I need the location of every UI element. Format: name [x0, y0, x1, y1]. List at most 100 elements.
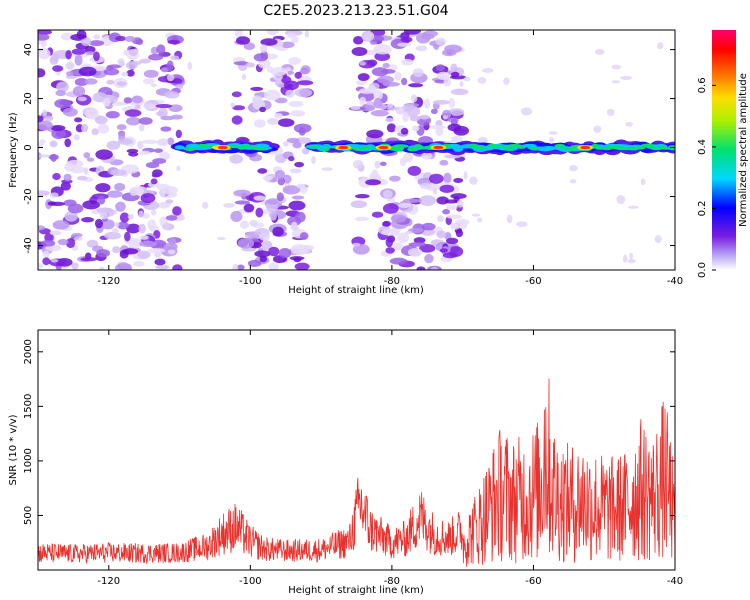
noise-blob: [416, 266, 426, 270]
snr-panel: -120 -100 -80 -60 -40 500 1000 1500 2000 Height …: [8, 329, 683, 596]
noise-blob: [177, 214, 185, 221]
signal-blob: [255, 148, 269, 151]
noise-blob: [359, 61, 367, 66]
noise-blob: [139, 58, 152, 64]
noise-blob: [444, 154, 462, 159]
noise-blob: [257, 168, 268, 174]
colorbar-gradient: [712, 30, 736, 270]
noise-blob: [448, 97, 456, 109]
noise-blob: [48, 258, 67, 267]
noise-blob: [150, 46, 159, 55]
noise-blob: [64, 62, 75, 70]
noise-blob: [371, 211, 384, 218]
noise-blob: [290, 244, 309, 255]
noise-blob: [126, 69, 135, 77]
x-tick-label: -40: [667, 576, 683, 587]
noise-blob: [292, 141, 302, 149]
noise-blob: [159, 151, 171, 161]
noise-blob: [112, 227, 119, 234]
noise-blob: [390, 214, 407, 223]
noise-blob: [76, 175, 88, 181]
noise-blob: [100, 219, 115, 230]
spectrogram-image: [38, 30, 675, 270]
noise-blob: [155, 264, 170, 270]
noise-blob: [444, 199, 458, 204]
noise-blob: [127, 213, 134, 220]
noise-blob: [57, 238, 69, 246]
noise-blob: [377, 75, 394, 84]
noise-blob: [154, 258, 166, 266]
noise-blob: [268, 246, 280, 257]
noise-blob: [99, 266, 105, 270]
noise-blob: [95, 182, 111, 193]
noise-blob: [156, 44, 166, 55]
noise-blob: [469, 176, 478, 185]
noise-blob: [263, 89, 281, 101]
noise-blob: [399, 157, 407, 167]
noise-blob: [392, 242, 404, 251]
noise-blob: [286, 137, 300, 144]
noise-blob: [152, 158, 167, 164]
noise-blob: [294, 161, 305, 168]
noise-blob: [447, 123, 462, 132]
noise-blob: [151, 173, 160, 178]
noise-blob: [150, 83, 157, 87]
noise-blob: [298, 127, 306, 136]
noise-blob: [424, 254, 434, 264]
noise-blob: [124, 35, 136, 43]
y-tick-label: 40: [23, 43, 34, 56]
signal-blob: [522, 143, 537, 148]
noise-blob: [380, 69, 396, 74]
noise-blob: [99, 212, 108, 220]
noise-blob: [166, 60, 174, 72]
noise-blob: [450, 71, 460, 78]
noise-blob: [165, 199, 174, 204]
noise-blob: [250, 86, 264, 91]
noise-blob: [187, 61, 193, 70]
noise-blob: [72, 86, 86, 97]
noise-blob: [245, 194, 255, 201]
noise-blob: [143, 69, 159, 78]
noise-blob: [74, 78, 89, 86]
noise-blob: [359, 96, 367, 106]
noise-blob: [311, 156, 316, 165]
x-tick-label: -120: [97, 276, 120, 287]
noise-blob: [477, 217, 483, 223]
noise-blob: [38, 262, 44, 269]
noise-blob: [64, 211, 78, 222]
noise-blob: [294, 71, 302, 79]
x-tick-label: -80: [384, 576, 400, 587]
noise-blob: [172, 206, 182, 216]
noise-blob: [288, 57, 301, 65]
chart-title: C2E5.2023.213.23.51.G04: [263, 3, 448, 19]
noise-blob: [321, 167, 333, 171]
noise-blob: [385, 247, 395, 254]
noise-blob: [71, 262, 79, 270]
noise-blob: [355, 80, 368, 85]
noise-blob: [288, 200, 306, 211]
noise-blob: [253, 119, 266, 128]
noise-blob: [252, 95, 263, 104]
noise-blob: [49, 230, 62, 236]
colorbar-ticks: 0.0 0.2 0.4 0.6: [697, 77, 716, 278]
noise-blob: [67, 203, 84, 214]
noise-blob: [398, 202, 411, 208]
noise-blob: [366, 129, 384, 139]
noise-blob: [446, 214, 463, 219]
noise-blob: [50, 153, 57, 162]
noise-blob: [430, 108, 438, 114]
noise-blob: [243, 203, 255, 213]
noise-blob: [278, 247, 292, 259]
noise-blob: [134, 48, 139, 52]
noise-blob: [91, 128, 99, 136]
noise-blob: [44, 115, 54, 122]
noise-blob: [506, 214, 513, 224]
noise-blob: [423, 98, 431, 109]
noise-blob: [442, 49, 457, 57]
noise-blob: [230, 102, 235, 108]
noise-blob: [139, 150, 151, 155]
signal-blob: [505, 148, 516, 151]
noise-blob: [165, 215, 178, 221]
noise-blob: [419, 114, 430, 120]
